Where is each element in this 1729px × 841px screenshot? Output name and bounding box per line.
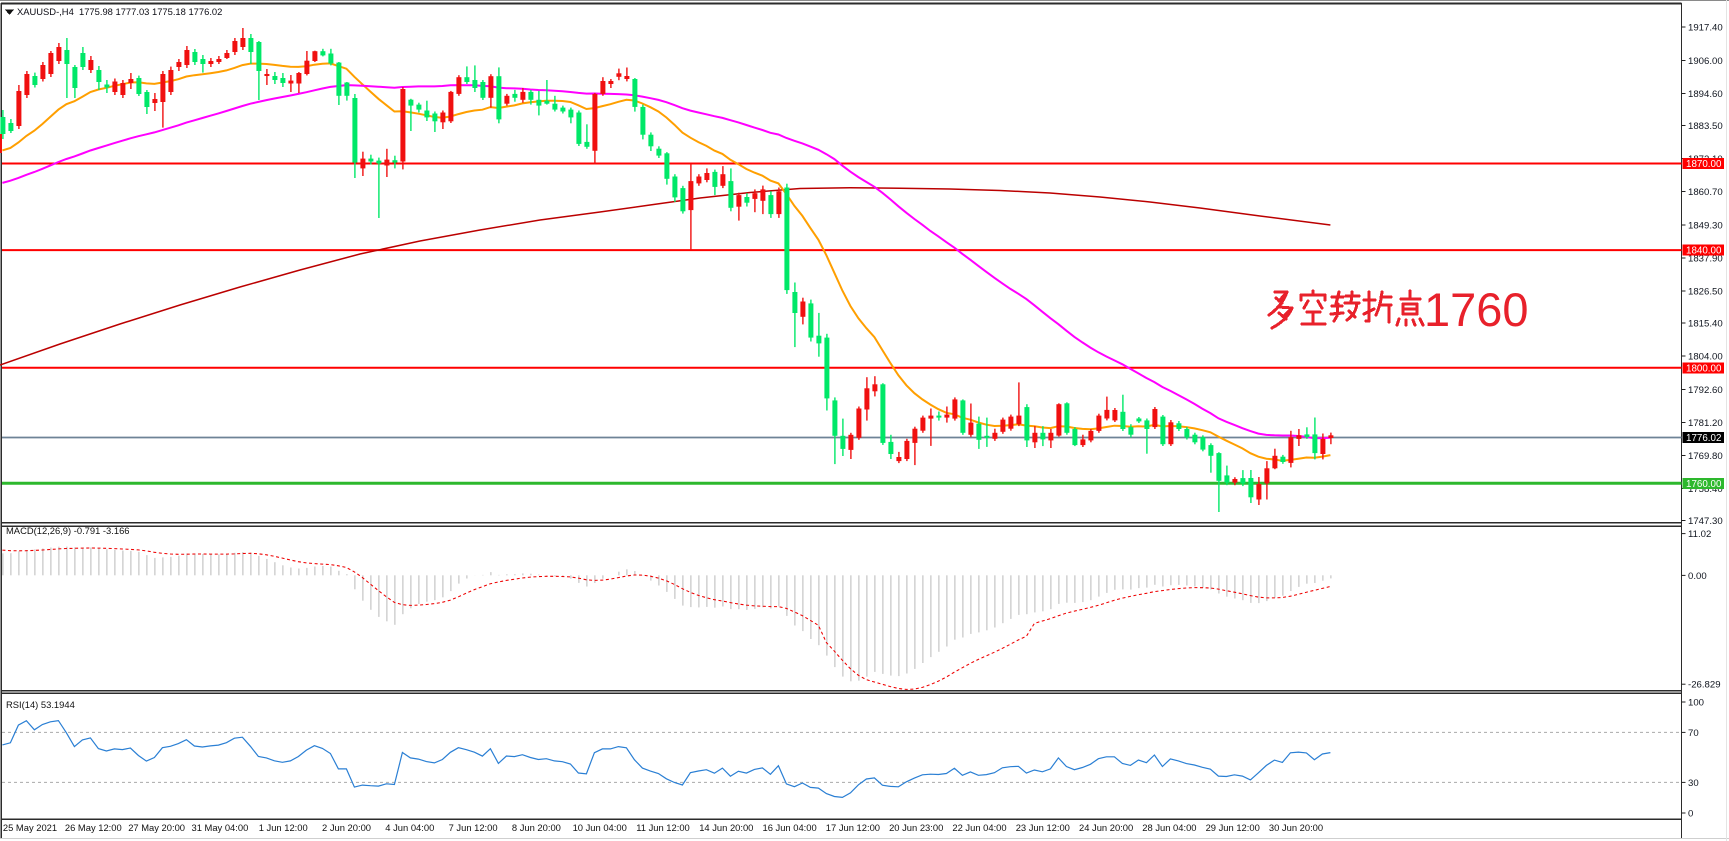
svg-text:24 Jun 20:00: 24 Jun 20:00	[1079, 822, 1133, 833]
svg-text:17 Jun 12:00: 17 Jun 12:00	[826, 822, 880, 833]
svg-text:1860.70: 1860.70	[1688, 187, 1723, 198]
svg-text:23 Jun 12:00: 23 Jun 12:00	[1016, 822, 1070, 833]
svg-text:1792.60: 1792.60	[1688, 385, 1723, 396]
svg-text:1826.50: 1826.50	[1688, 286, 1723, 297]
svg-text:-26.829: -26.829	[1688, 680, 1721, 691]
svg-text:RSI(14) 53.1944: RSI(14) 53.1944	[6, 699, 75, 710]
svg-text:30: 30	[1688, 778, 1699, 789]
svg-text:28 Jun 04:00: 28 Jun 04:00	[1142, 822, 1196, 833]
svg-text:1781.20: 1781.20	[1688, 418, 1723, 429]
svg-text:1760.00: 1760.00	[1686, 479, 1722, 490]
svg-text:1760: 1760	[1424, 283, 1529, 336]
svg-text:1840.00: 1840.00	[1686, 246, 1722, 257]
svg-text:1849.30: 1849.30	[1688, 220, 1723, 231]
svg-text:XAUUSD-,H4 1775.98 1777.03 17: XAUUSD-,H4 1775.98 1777.03 1775.18 1776.…	[17, 6, 222, 17]
svg-text:22 Jun 04:00: 22 Jun 04:00	[952, 822, 1006, 833]
svg-text:25 May 2021: 25 May 2021	[3, 822, 57, 833]
svg-text:10 Jun 04:00: 10 Jun 04:00	[573, 822, 627, 833]
svg-text:7 Jun 12:00: 7 Jun 12:00	[449, 822, 498, 833]
svg-text:4 Jun 04:00: 4 Jun 04:00	[385, 822, 434, 833]
svg-text:100: 100	[1688, 698, 1704, 709]
svg-text:29 Jun 12:00: 29 Jun 12:00	[1206, 822, 1260, 833]
svg-text:1 Jun 12:00: 1 Jun 12:00	[259, 822, 308, 833]
svg-text:1804.00: 1804.00	[1688, 352, 1723, 363]
svg-text:30 Jun 20:00: 30 Jun 20:00	[1269, 822, 1323, 833]
svg-text:2 Jun 20:00: 2 Jun 20:00	[322, 822, 371, 833]
svg-text:20 Jun 23:00: 20 Jun 23:00	[889, 822, 943, 833]
svg-text:0: 0	[1688, 809, 1693, 820]
svg-text:1800.00: 1800.00	[1686, 363, 1722, 374]
svg-text:1747.30: 1747.30	[1688, 516, 1723, 527]
svg-text:14 Jun 20:00: 14 Jun 20:00	[699, 822, 753, 833]
svg-text:1906.00: 1906.00	[1688, 56, 1723, 67]
svg-text:26 May 12:00: 26 May 12:00	[65, 822, 122, 833]
svg-text:11 Jun 12:00: 11 Jun 12:00	[636, 822, 690, 833]
svg-text:1837.90: 1837.90	[1688, 253, 1723, 264]
svg-text:1917.40: 1917.40	[1688, 23, 1723, 34]
svg-text:27 May 20:00: 27 May 20:00	[128, 822, 185, 833]
svg-text:11.02: 11.02	[1688, 529, 1711, 540]
svg-text:8 Jun 20:00: 8 Jun 20:00	[512, 822, 561, 833]
svg-text:31 May 04:00: 31 May 04:00	[191, 822, 248, 833]
svg-text:1815.40: 1815.40	[1688, 319, 1723, 330]
svg-text:1769.80: 1769.80	[1688, 451, 1723, 462]
svg-text:1758.40: 1758.40	[1688, 484, 1723, 495]
svg-text:16 Jun 04:00: 16 Jun 04:00	[762, 822, 816, 833]
svg-text:1870.00: 1870.00	[1686, 159, 1722, 170]
svg-text:0.00: 0.00	[1688, 571, 1707, 582]
svg-text:70: 70	[1688, 728, 1699, 739]
svg-text:1776.02: 1776.02	[1686, 433, 1721, 444]
svg-text:MACD(12,26,9) -0.791 -3.166: MACD(12,26,9) -0.791 -3.166	[6, 525, 130, 536]
svg-text:1894.60: 1894.60	[1688, 89, 1723, 100]
svg-text:1883.50: 1883.50	[1688, 121, 1723, 132]
